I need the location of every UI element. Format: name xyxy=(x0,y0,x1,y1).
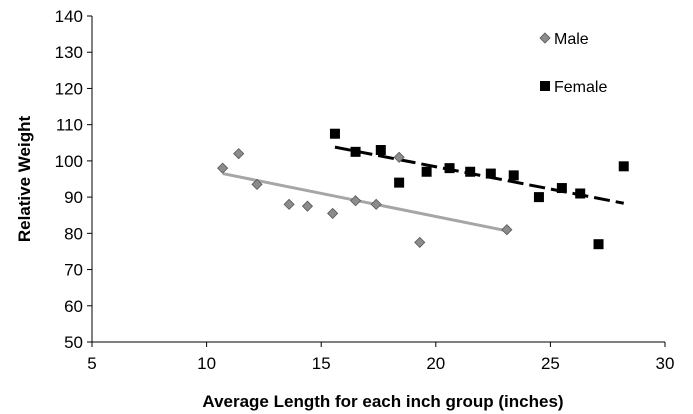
y-tick-label: 70 xyxy=(64,261,83,280)
female-data-point xyxy=(575,188,586,199)
female-data-point xyxy=(375,145,386,156)
y-tick-label: 80 xyxy=(64,224,83,243)
female-data-point xyxy=(618,161,629,172)
male-data-point xyxy=(301,200,314,212)
male-data-point xyxy=(393,151,405,163)
x-tick-label: 15 xyxy=(312,354,331,373)
y-tick-label: 120 xyxy=(55,79,83,98)
x-tick-label: 20 xyxy=(426,354,445,373)
axes: 50 60 70 80 90 100 110 120 130 140 5 10 15 20 25 30 xyxy=(55,7,675,373)
male-data-point xyxy=(283,198,295,210)
x-tick-label: 10 xyxy=(197,354,216,373)
legend: Male Female xyxy=(539,31,607,96)
female-data-point xyxy=(465,166,476,177)
male-data-point xyxy=(217,162,229,174)
x-tick-label: 25 xyxy=(541,354,560,373)
female-data-point xyxy=(444,163,455,174)
y-tick-label: 110 xyxy=(56,116,83,135)
male-data-point xyxy=(350,195,362,207)
x-tick-label: 30 xyxy=(656,354,675,373)
x-axis-title: Average Length for each inch group (inch… xyxy=(202,392,563,411)
legend-label-female: Female xyxy=(554,79,607,96)
male-data-point xyxy=(501,224,513,236)
female-data-point xyxy=(421,166,432,177)
male-data-point xyxy=(414,236,426,248)
male-data-point xyxy=(370,198,382,210)
female-data-point xyxy=(394,177,405,188)
legend-label-male: Male xyxy=(554,31,589,48)
female-data-point xyxy=(556,183,567,194)
female-data-point xyxy=(593,239,604,250)
female-data-point xyxy=(485,168,496,179)
legend-marker-female xyxy=(540,81,550,91)
x-tick-label: 5 xyxy=(87,354,96,373)
y-tick-label: 60 xyxy=(64,297,83,316)
female-data-point xyxy=(508,170,519,181)
y-tick-label: 140 xyxy=(55,7,83,26)
y-tick-label: 90 xyxy=(64,188,83,207)
male-data-point xyxy=(233,148,245,160)
male-data-point xyxy=(251,178,263,190)
y-tick-label: 50 xyxy=(64,333,83,352)
y-tick-label: 130 xyxy=(55,43,83,62)
male-data-point xyxy=(327,207,339,219)
female-data-point xyxy=(533,192,544,203)
female-data-point xyxy=(350,146,361,157)
y-axis-title: Relative Weight xyxy=(15,116,34,243)
male-trendline xyxy=(222,172,508,233)
female-data-point xyxy=(329,128,340,139)
legend-marker-male xyxy=(539,32,551,44)
data-points xyxy=(217,128,629,250)
y-tick-label: 100 xyxy=(55,152,83,171)
